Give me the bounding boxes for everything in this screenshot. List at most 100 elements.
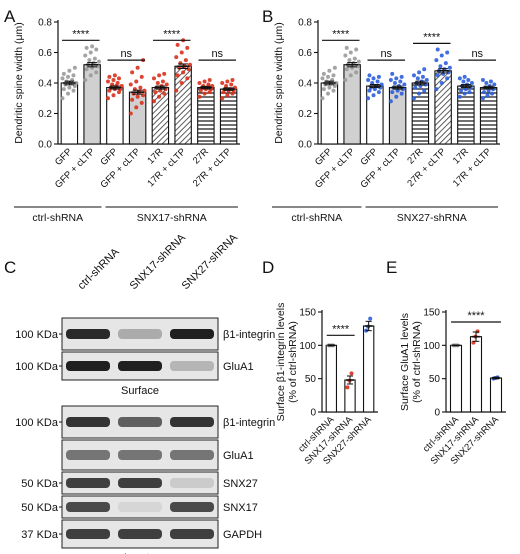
data-point [435, 73, 440, 78]
data-point [348, 50, 353, 55]
bar [344, 379, 356, 413]
data-point [434, 58, 439, 63]
y-axis-label-2: (% of ctrl-shRNA) [411, 321, 423, 403]
panel-letter-e: E [386, 258, 397, 277]
data-point [92, 56, 97, 61]
data-point [402, 82, 407, 87]
data-point [110, 82, 115, 87]
data-point [459, 88, 464, 93]
data-point [151, 76, 156, 81]
y-tick-label: 0.4 [298, 79, 312, 90]
lysate-caption: Lysate [124, 552, 156, 554]
bar [325, 344, 338, 413]
blot-band [170, 529, 214, 539]
y-tick-label: 0.0 [38, 140, 52, 151]
blot-band [66, 417, 110, 427]
y-tick-label: 0.2 [38, 109, 52, 120]
kda-marker: 100 KDa [15, 329, 59, 341]
data-point [388, 99, 393, 104]
data-point [392, 81, 397, 85]
data-point [107, 88, 112, 93]
significance-label: **** [332, 323, 350, 335]
data-point [371, 76, 376, 81]
kda-marker: 50 KDa [21, 478, 59, 490]
panel-letter-b: B [262, 7, 273, 26]
y-axis-label: Dendritic spine width (μm) [273, 22, 285, 144]
data-point [178, 61, 183, 66]
data-point [230, 91, 235, 96]
data-point [344, 45, 349, 50]
y-tick-label: 0 [310, 408, 316, 419]
data-point [375, 79, 380, 84]
data-point [486, 88, 491, 93]
data-point [128, 82, 133, 87]
blot-band [66, 361, 110, 371]
data-point [84, 67, 89, 72]
data-point [130, 97, 135, 102]
data-point [466, 77, 471, 82]
chart-b: 0.0 0.2 0.4 0.6 0.8 Dendritic spine width (μm… [272, 18, 500, 224]
data-point [398, 79, 403, 84]
data-point [366, 77, 371, 82]
blot-band [118, 329, 162, 339]
blot-band [170, 502, 214, 512]
data-point [60, 76, 65, 81]
data-point [348, 73, 353, 78]
data-point [115, 81, 120, 85]
y-tick-label: 150 [299, 308, 316, 319]
data-point [202, 91, 207, 96]
data-point [424, 77, 429, 82]
data-point [179, 81, 184, 85]
data-point [395, 88, 400, 93]
y-tick-label: 0.8 [298, 18, 312, 29]
group-label: ctrl-shRNA [291, 212, 342, 224]
chart-d: 0 50 100 150 Surface β1-integrin levels (% of… [275, 303, 378, 467]
data-point [415, 76, 420, 81]
protein-label: SNX17 [223, 502, 258, 514]
data-point [134, 79, 139, 84]
data-point [321, 87, 326, 92]
data-point [186, 67, 191, 72]
data-point [230, 77, 235, 82]
data-point [84, 45, 89, 50]
significance-label: ns [471, 48, 483, 60]
significance-label: ns [120, 48, 132, 60]
significance-label: ns [211, 48, 223, 60]
data-point [457, 94, 462, 99]
data-point [185, 45, 190, 50]
data-point [107, 74, 112, 79]
blot-band [170, 361, 214, 371]
data-point [179, 50, 184, 55]
kda-marker: 50 KDa [21, 502, 59, 514]
data-point [376, 90, 381, 95]
data-point [90, 44, 95, 49]
data-point [139, 74, 144, 79]
data-point [134, 105, 139, 110]
data-point [469, 81, 474, 85]
data-point [367, 88, 372, 93]
significance-label: **** [72, 28, 90, 40]
data-point [157, 94, 162, 99]
data-point [206, 82, 211, 87]
protein-label: GluA1 [223, 361, 254, 373]
data-point [325, 91, 330, 96]
chart-a: 0.0 0.2 0.4 0.6 0.8 Dendritic spine width (μm… [13, 18, 240, 224]
data-point [443, 61, 448, 66]
data-point [420, 74, 425, 79]
data-point [345, 385, 350, 390]
data-point [325, 74, 330, 79]
data-point [94, 47, 99, 52]
data-point [434, 87, 439, 92]
data-point [139, 100, 144, 105]
y-tick-label: 100 [299, 341, 316, 352]
data-point [327, 68, 332, 73]
data-point [135, 65, 140, 70]
data-point [371, 93, 376, 98]
y-tick-label: 50 [429, 374, 441, 385]
data-point [354, 70, 359, 75]
data-point [349, 371, 354, 376]
y-axis-label: Surface GluA1 levels [399, 313, 411, 411]
data-point [388, 77, 393, 82]
data-point [155, 81, 160, 85]
